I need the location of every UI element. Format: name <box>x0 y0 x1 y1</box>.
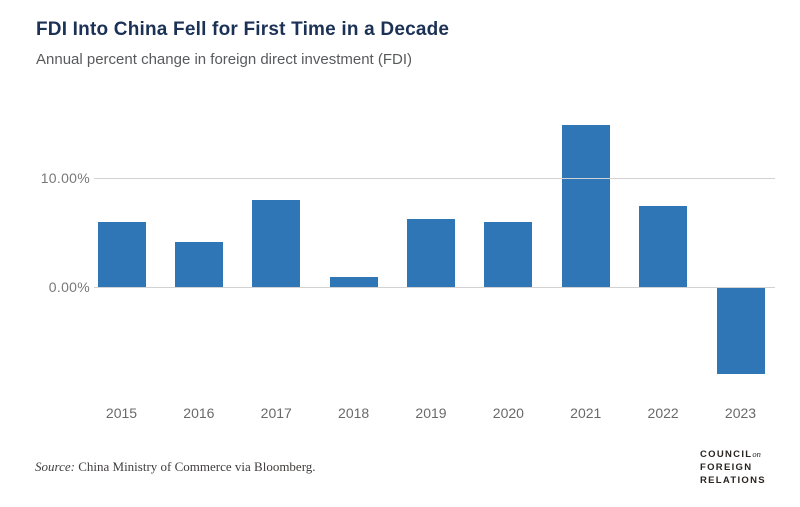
bar-2019 <box>407 219 455 287</box>
bar-2017 <box>252 199 301 287</box>
x-tick-label-2021: 2021 <box>570 405 602 421</box>
chart-subtitle: Annual percent change in foreign direct … <box>36 51 413 68</box>
x-tick-label-2022: 2022 <box>647 405 679 421</box>
x-tick-label-2017: 2017 <box>260 405 292 421</box>
y-tick-label-0: 0.00% <box>48 279 90 295</box>
x-tick-label-2019: 2019 <box>415 405 447 421</box>
bar-2020 <box>484 221 533 287</box>
x-tick-label-2023: 2023 <box>724 405 757 421</box>
cfr-logo-line1: COUNCILon <box>700 448 766 461</box>
cfr-logo-line2: FOREIGN <box>700 462 753 473</box>
y-tick-label-10: 10.00% <box>40 170 90 186</box>
x-tick-label-2018: 2018 <box>338 405 370 421</box>
bar-2022 <box>639 206 688 287</box>
gridline-10 <box>94 177 775 179</box>
source-text: China Ministry of Commerce via Bloomberg… <box>74 459 316 474</box>
cfr-logo-council: COUNCIL <box>700 449 753 460</box>
x-tick-label-2015: 2015 <box>105 405 138 421</box>
chart-title: FDI Into China Fell for First Time in a … <box>36 19 450 40</box>
cfr-logo: COUNCILon FOREIGN RELATIONS <box>700 448 766 487</box>
bar-2023 <box>716 287 765 375</box>
bar-2018 <box>329 277 378 287</box>
cfr-logo-line3: RELATIONS <box>700 475 766 486</box>
source-label: Source: <box>35 459 75 474</box>
bar-2015 <box>97 221 146 287</box>
bar-2021 <box>561 124 610 287</box>
cfr-logo-on: on <box>752 449 761 459</box>
x-tick-label-2020: 2020 <box>492 405 524 421</box>
bar-2016 <box>174 242 223 287</box>
source-note: Source: China Ministry of Commerce via B… <box>35 459 316 475</box>
gridline-0 <box>94 286 775 288</box>
x-tick-label-2016: 2016 <box>183 405 215 421</box>
